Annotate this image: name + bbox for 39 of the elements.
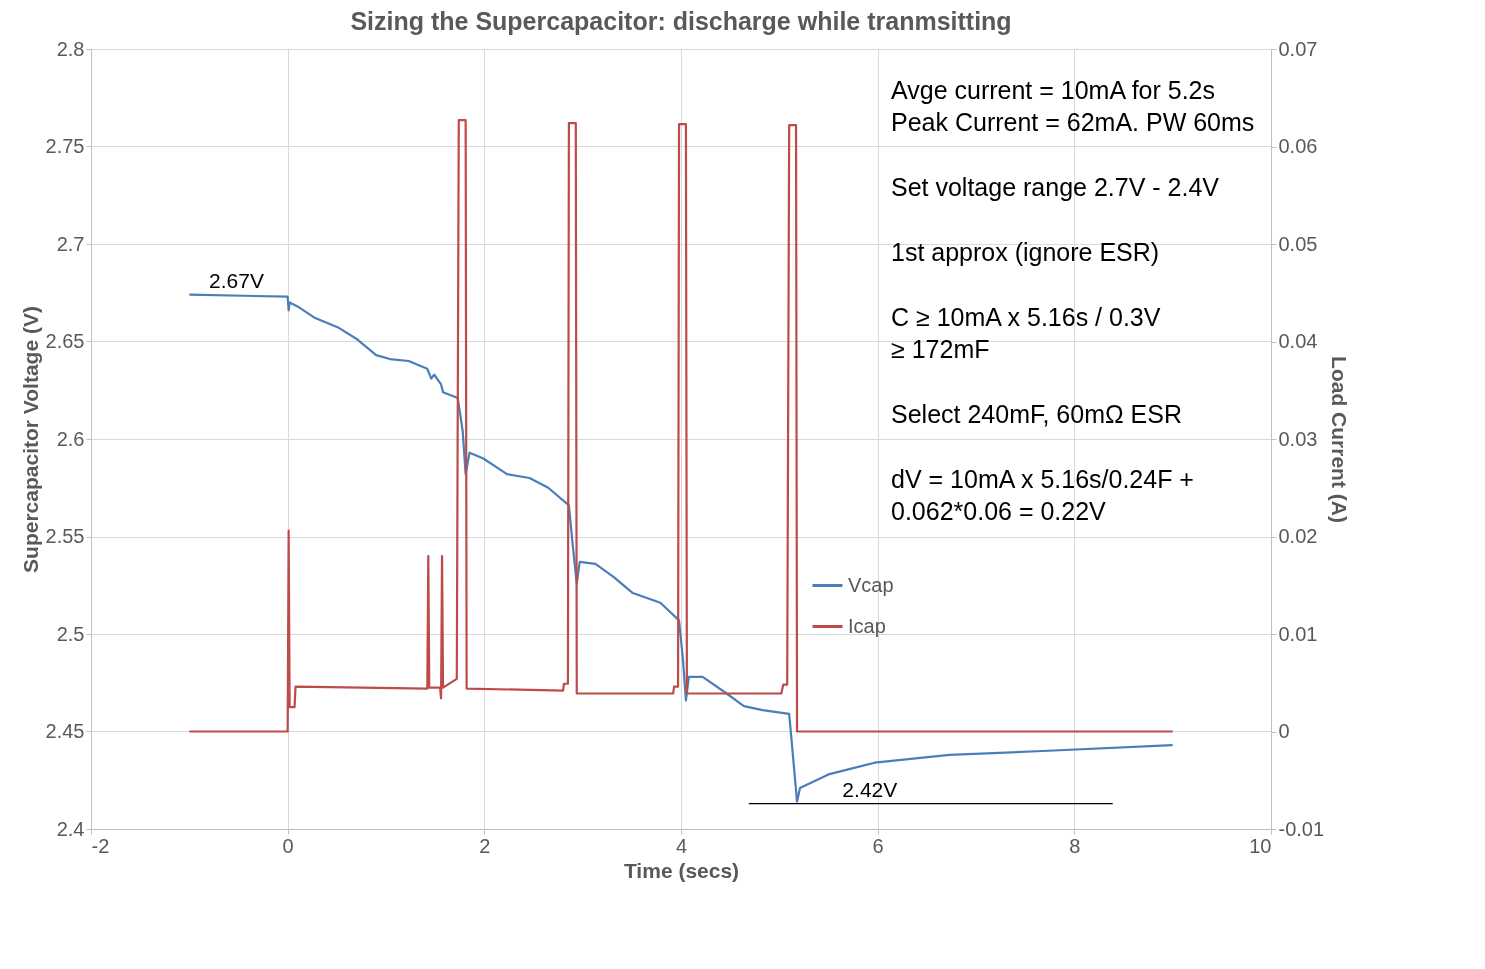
y-tick-label: 2.55 bbox=[45, 525, 85, 547]
y2-tick-label: 0.06 bbox=[1278, 135, 1318, 157]
annotation: Select 240mF, 60mΩ ESR bbox=[891, 400, 1183, 428]
annotation: 1st approx (ignore ESR) bbox=[891, 238, 1160, 266]
y2-tick-label: 0.04 bbox=[1278, 330, 1318, 352]
annotation: C ≥ 10mA x 5.16s / 0.3V ≥ 172mF bbox=[891, 303, 1161, 363]
x-tick-label: 8 bbox=[1069, 834, 1081, 857]
y2-tick-label: 0.07 bbox=[1278, 37, 1318, 60]
y-axis-title: Supercapacitor Voltage (V) bbox=[18, 306, 42, 573]
x-tick-label: 6 bbox=[872, 834, 884, 857]
x-axis-title: Time (secs) bbox=[623, 858, 740, 882]
y2-tick-label: 0 bbox=[1278, 720, 1290, 742]
y-tick-label: 2.65 bbox=[45, 330, 85, 352]
y2-tick-label: 0.03 bbox=[1278, 427, 1318, 450]
y2-tick-label: 0.02 bbox=[1278, 525, 1318, 547]
y-tick-label: 2.45 bbox=[45, 720, 85, 742]
annotation: 2.67V bbox=[209, 268, 264, 292]
annotation: 2.42V bbox=[842, 777, 898, 801]
legend-label: Icap bbox=[848, 614, 886, 637]
y-tick-label: 2.6 bbox=[56, 427, 85, 450]
x-tick-label: 0 bbox=[282, 834, 294, 857]
annotation: Set voltage range 2.7V - 2.4V bbox=[891, 173, 1220, 201]
x-tick-label: 4 bbox=[675, 834, 688, 857]
annotation: Avge current = 10mA for 5.2s Peak Current = 62mA. PW 60ms bbox=[891, 76, 1255, 136]
y2-tick-label: 0.05 bbox=[1278, 232, 1318, 255]
x-tick-label: 10 bbox=[1249, 834, 1272, 857]
legend-label: Vcap bbox=[848, 573, 894, 596]
y2-tick-label: -0.01 bbox=[1278, 817, 1325, 840]
y-tick-label: 2.8 bbox=[56, 37, 85, 60]
y-tick-label: 2.75 bbox=[45, 135, 85, 157]
y-tick-label: 2.7 bbox=[56, 232, 85, 255]
y2-axis-title: Load Current (A) bbox=[1328, 356, 1352, 523]
annotation: dV = 10mA x 5.16s/0.24F + 0.062*0.06 = 0.22V bbox=[891, 465, 1194, 525]
y2-tick-label: 0.01 bbox=[1278, 622, 1318, 645]
chart-title: Sizing the Supercapacitor: discharge while tranmsitting bbox=[350, 7, 1012, 35]
y-tick-label: 2.4 bbox=[56, 817, 85, 840]
y-tick-label: 2.5 bbox=[56, 622, 85, 645]
x-tick-label: 2 bbox=[479, 834, 491, 857]
x-tick-label: -2 bbox=[91, 834, 110, 857]
